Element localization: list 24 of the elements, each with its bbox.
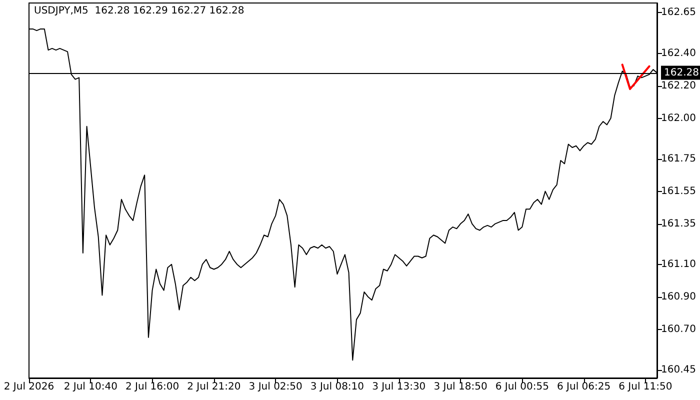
x-tick-label: 3 Jul 13:30 [372, 382, 426, 392]
y-tick-label: 160.45 [661, 364, 696, 376]
y-tick-label: 161.35 [661, 218, 696, 230]
x-tick-label: 6 Jul 06:25 [556, 382, 611, 392]
x-tick-label: 3 Jul 02:50 [248, 382, 302, 392]
y-tick-label: 160.90 [661, 291, 696, 302]
y-tick-label: 162.20 [661, 80, 696, 92]
x-tick-label: 6 Jul 11:50 [618, 382, 672, 392]
y-tick-label: 162.40 [661, 48, 696, 59]
x-tick-label: 2 Jul 2026 [4, 382, 54, 392]
x-tick-label: 2 Jul 21:20 [187, 382, 241, 392]
y-tick-label: 161.55 [661, 186, 696, 197]
y-tick-label: 161.10 [661, 258, 696, 270]
x-tick-label: 3 Jul 08:10 [310, 382, 364, 392]
ref-line-label: 162.28 [664, 67, 699, 78]
x-tick-label: 3 Jul 18:50 [434, 382, 488, 392]
y-tick-label: 162.65 [661, 7, 696, 18]
chart-title: USDJPY,M5 162.28 162.29 162.27 162.28 [34, 6, 244, 16]
y-tick-label: 162.00 [661, 112, 696, 124]
y-tick-label: 160.70 [661, 324, 696, 335]
x-tick-label: 6 Jul 00:55 [495, 382, 549, 392]
x-tick-label: 2 Jul 10:40 [64, 382, 118, 392]
x-tick-label: 2 Jul 16:00 [125, 382, 180, 392]
y-tick-label: 161.75 [661, 153, 696, 164]
